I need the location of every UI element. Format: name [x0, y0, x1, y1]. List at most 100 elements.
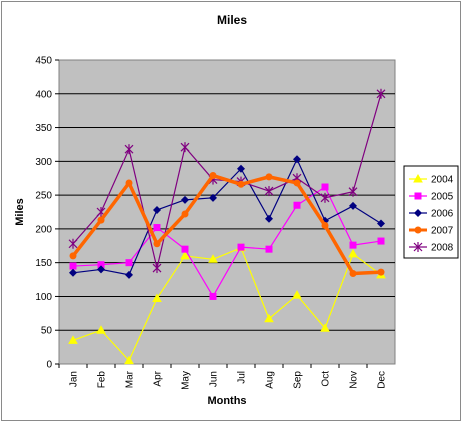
- legend-entry-2005: 2005: [409, 192, 454, 203]
- legend-entry-2006: 2006: [409, 209, 454, 220]
- legend-label: 2004: [431, 175, 454, 186]
- x-tick-label: Oct: [321, 371, 332, 387]
- chart-title: Miles: [217, 13, 247, 27]
- series-2007: [69, 172, 385, 277]
- series-group: [68, 88, 386, 365]
- x-tick-label: Mar: [125, 370, 136, 388]
- data-point-2006: [237, 164, 245, 173]
- y-tick-label: 450: [35, 56, 52, 67]
- data-point-2006: [97, 265, 105, 274]
- legend-label: 2006: [431, 209, 454, 220]
- y-tick-label: 50: [41, 326, 53, 337]
- x-tick-label: Feb: [97, 371, 108, 389]
- x-axis-title: Months: [207, 395, 246, 407]
- data-point-2004: [348, 248, 358, 258]
- data-point-2004: [292, 290, 302, 299]
- legend-entry-2008: 2008: [409, 242, 454, 254]
- data-point-2006: [265, 214, 273, 223]
- data-point-2007: [237, 180, 245, 188]
- data-point-2006: [69, 268, 77, 277]
- y-tick-label: 350: [35, 123, 52, 134]
- series-line-2004: [72, 247, 382, 362]
- data-point-2004: [124, 355, 134, 365]
- data-point-2006: [153, 205, 161, 214]
- x-tick-label: Jun: [209, 371, 220, 387]
- data-point-2007: [153, 240, 161, 248]
- data-point-2005: [265, 245, 273, 253]
- y-tick-label: 300: [35, 157, 52, 168]
- legend-entries: 2004 2005 2006 2007 2008: [409, 173, 454, 254]
- data-point-2005: [377, 237, 385, 245]
- data-point-2004: [264, 313, 274, 323]
- series-line-2007: [71, 173, 382, 276]
- y-tick-label: 0: [46, 360, 52, 371]
- data-point-2008: [348, 186, 358, 197]
- legend-marker: [414, 192, 422, 200]
- y-tick-label: 200: [35, 224, 52, 235]
- data-point-2008: [152, 263, 162, 274]
- data-point-2004: [208, 254, 218, 263]
- data-point-2007: [349, 269, 357, 277]
- x-tick-label: May: [181, 371, 192, 390]
- data-point-2008: [320, 192, 330, 203]
- x-tick-label: Dec: [377, 371, 388, 389]
- x-tick-label: Sep: [293, 371, 304, 389]
- data-point-2008: [68, 238, 78, 249]
- data-point-2005: [69, 262, 77, 270]
- series-line-2006: [72, 158, 382, 276]
- data-point-2004: [320, 323, 330, 332]
- data-point-2004: [180, 250, 190, 260]
- data-point-2006: [181, 195, 189, 204]
- x-tick-label: Nov: [349, 371, 360, 389]
- series-2004: [68, 242, 386, 365]
- data-point-2005: [237, 243, 245, 251]
- data-point-2007: [69, 252, 77, 260]
- legend-entry-2007: 2007: [409, 226, 454, 237]
- legend-label: 2005: [431, 192, 454, 203]
- data-point-2008: [376, 88, 386, 99]
- x-tick-label: Jul: [237, 371, 248, 384]
- legend-marker: [414, 209, 422, 217]
- data-point-2006: [377, 219, 385, 228]
- legend-marker: [414, 226, 422, 234]
- y-axis-title: Miles: [14, 198, 26, 226]
- data-point-2005: [153, 224, 161, 232]
- legend-label: 2007: [431, 226, 454, 237]
- legend-label: 2008: [431, 243, 454, 254]
- data-point-2007: [265, 173, 273, 181]
- data-point-2005: [209, 292, 217, 300]
- y-tick-label: 150: [35, 258, 52, 269]
- data-point-2007: [377, 268, 385, 276]
- x-tick-label: Aug: [265, 371, 276, 389]
- legend-entry-2004: 2004: [409, 173, 454, 186]
- data-point-2005: [321, 183, 329, 191]
- y-tick-label: 100: [35, 292, 52, 303]
- legend-marker: [413, 173, 423, 183]
- data-point-2008: [264, 186, 274, 197]
- x-axis-ticks: Jan Feb Mar Apr May Jun Jul Aug Sep Oct Nov Dec: [58, 364, 388, 390]
- data-point-2004: [68, 335, 78, 344]
- y-axis-ticks: 0 50 100 150 200 250 300 350 400 450: [35, 56, 59, 371]
- plot-area: [58, 59, 396, 365]
- y-tick-label: 400: [35, 89, 52, 100]
- data-point-2005: [125, 259, 133, 267]
- data-point-2008: [180, 142, 190, 153]
- data-point-2007: [321, 222, 329, 230]
- data-point-2005: [97, 261, 105, 269]
- data-point-2007: [97, 216, 105, 224]
- x-tick-label: Jan: [69, 371, 80, 387]
- gridlines: [59, 93, 395, 331]
- data-point-2007: [125, 179, 133, 187]
- data-point-2005: [293, 201, 301, 209]
- data-point-2004: [152, 293, 162, 302]
- legend: [403, 165, 459, 259]
- x-tick-label: Apr: [153, 370, 164, 386]
- data-point-2007: [209, 172, 217, 180]
- data-point-2008: [124, 144, 134, 155]
- data-point-2005: [349, 241, 357, 249]
- data-point-2006: [293, 155, 301, 164]
- data-point-2007: [181, 210, 189, 218]
- y-tick-label: 250: [35, 191, 52, 202]
- data-point-2006: [125, 270, 133, 279]
